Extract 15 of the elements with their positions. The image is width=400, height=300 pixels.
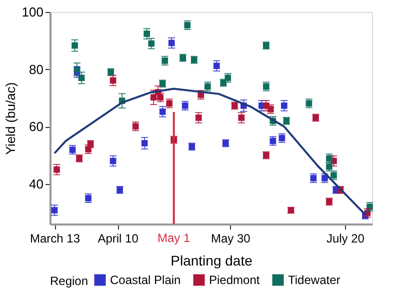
legend-label: Piedmont <box>209 273 260 287</box>
x-tick-label: July 20 <box>326 232 365 246</box>
legend-label: Coastal Plain <box>110 273 181 287</box>
x-tick-label: April 10 <box>98 232 139 246</box>
y-tick-label: 100 <box>22 4 44 20</box>
legend-title: Region <box>50 274 88 288</box>
x-axis-title: Planting date <box>170 252 253 268</box>
x-tick-label: March 13 <box>30 232 80 246</box>
y-tick-label: 60 <box>29 119 44 134</box>
ref-line-label: May 1 <box>158 231 191 245</box>
legend-label: Tidewater <box>288 273 340 287</box>
y-axis-title: Yield (bu/ac) <box>2 82 18 155</box>
y-tick-label: 40 <box>29 176 44 192</box>
x-tick-label: May 30 <box>210 232 251 246</box>
y-tick-label: 80 <box>29 62 44 77</box>
